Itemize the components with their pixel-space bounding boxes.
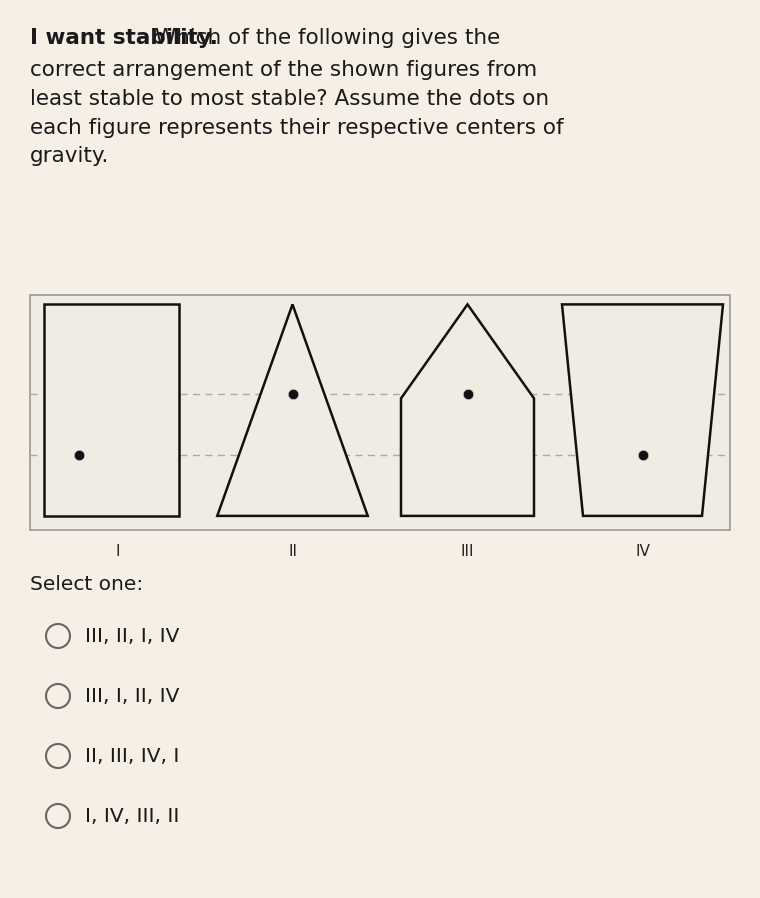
Text: I want stability.: I want stability. [30,28,218,48]
Text: Select one:: Select one: [30,575,143,594]
Text: II, III, IV, I: II, III, IV, I [85,746,179,765]
Text: IV: IV [635,544,650,559]
Polygon shape [44,304,179,515]
Text: II: II [288,544,297,559]
Text: correct arrangement of the shown figures from
least stable to most stable? Assum: correct arrangement of the shown figures… [30,60,564,166]
Bar [30,295,730,530]
Polygon shape [401,304,534,515]
Text: I, IV, III, II: I, IV, III, II [85,806,179,825]
Text: III, I, II, IV: III, I, II, IV [85,686,179,706]
Text: I: I [116,544,120,559]
Polygon shape [562,304,723,515]
Text: Which of the following gives the: Which of the following gives the [148,28,500,48]
Text: III, II, I, IV: III, II, I, IV [85,627,179,646]
Polygon shape [217,304,368,515]
Text: III: III [461,544,474,559]
